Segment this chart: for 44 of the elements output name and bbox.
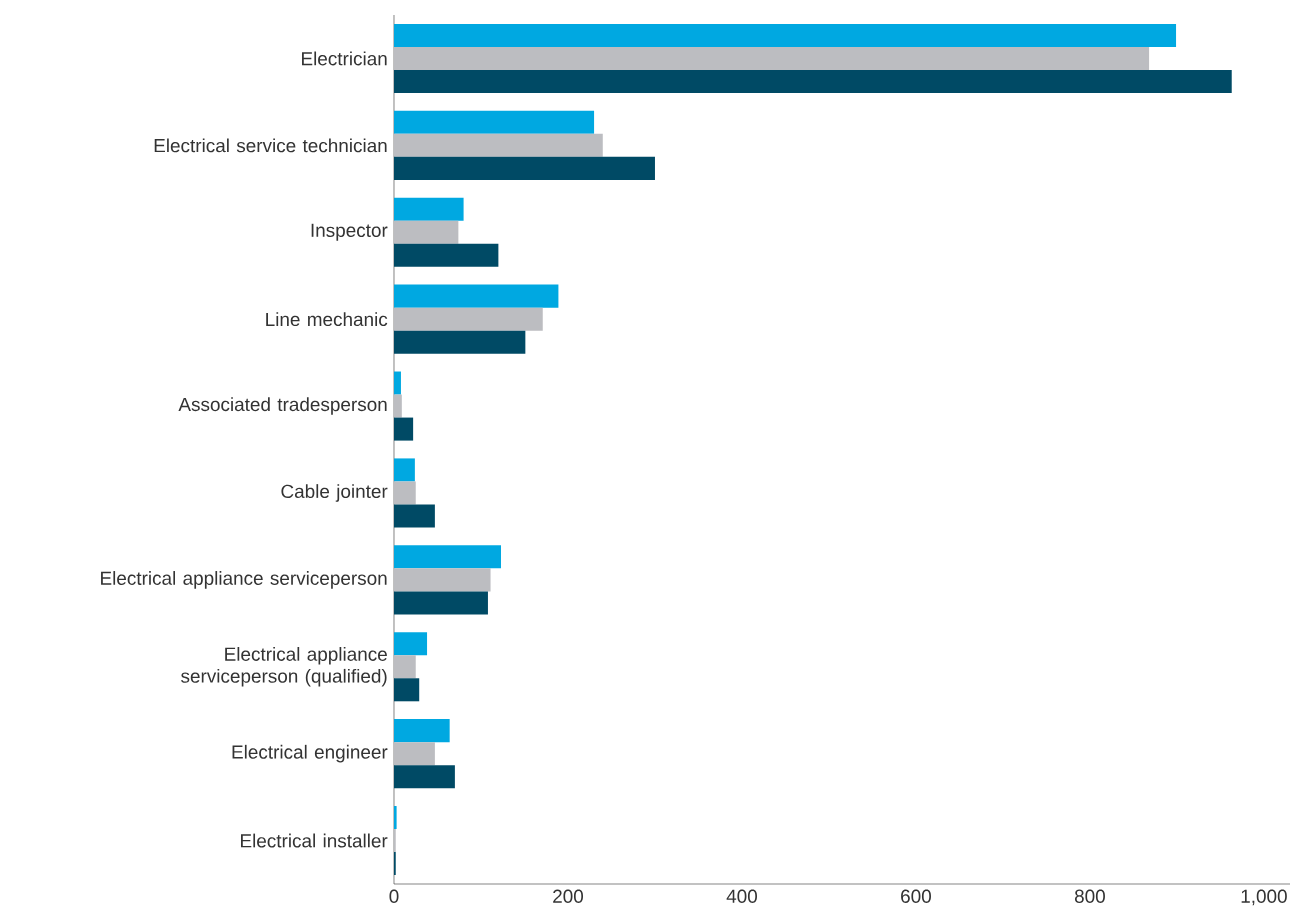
y-tick-label: Electrical service technician <box>154 138 387 153</box>
bar <box>394 197 464 221</box>
bar <box>394 504 435 528</box>
bar <box>394 545 501 569</box>
bar <box>394 110 595 134</box>
y-tick-label: Line mechanic <box>266 312 388 327</box>
bar <box>394 742 435 766</box>
x-tick-label: 200 <box>553 889 584 903</box>
bar <box>394 371 401 395</box>
bar <box>394 655 416 679</box>
y-tick-label: Electrical appliance serviceperson <box>101 571 387 589</box>
bar <box>394 417 414 441</box>
bar <box>394 632 428 656</box>
bar <box>394 330 526 354</box>
bar <box>394 243 499 267</box>
bar <box>394 69 1232 93</box>
y-tick-label: Associated tradesperson <box>178 397 387 415</box>
bar <box>394 23 1177 47</box>
bar <box>394 156 655 180</box>
bar <box>394 568 491 592</box>
y-tick-label: Electrician <box>302 51 387 66</box>
bar <box>394 719 450 743</box>
y-tick-label: Inspector <box>311 223 388 241</box>
x-tick-label: 800 <box>1074 889 1105 903</box>
x-tick-label: 0 <box>389 889 399 903</box>
bar <box>394 591 488 615</box>
bar <box>394 678 420 702</box>
y-tick-label: Electrical installer <box>241 833 388 848</box>
bar <box>394 46 1150 70</box>
bar <box>394 481 416 505</box>
y-tick-label: Electrical appliance serviceperson (qualified) <box>181 646 387 687</box>
bar <box>394 765 455 789</box>
x-tick-label: 400 <box>726 889 757 903</box>
bar <box>394 133 603 157</box>
bar <box>394 220 459 244</box>
y-tick-label: Cable jointer <box>281 484 388 502</box>
bar <box>394 458 415 482</box>
bar <box>394 806 397 830</box>
x-tick-label: 1,000 <box>1241 889 1287 906</box>
bar <box>394 394 402 418</box>
x-tick-label: 600 <box>901 889 931 903</box>
bar <box>394 284 559 308</box>
y-tick-label: Electrical engineer <box>232 744 388 763</box>
bar <box>394 307 543 331</box>
